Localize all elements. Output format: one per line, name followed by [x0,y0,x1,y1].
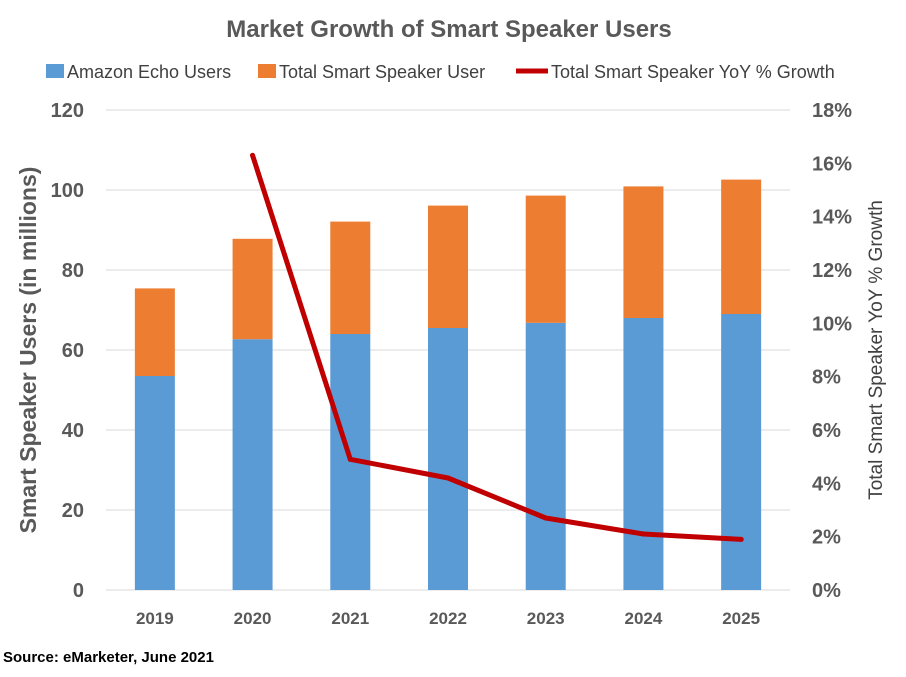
bar-total-2023 [525,195,566,323]
x-tick-label: 2022 [429,609,467,628]
y-axis-ticks: 0 20 40 60 80 100 120 [51,100,84,602]
y2-tick-label: 2% [812,527,841,549]
y-tick-label: 20 [62,500,84,522]
y2-axis-label: Total Smart Speaker YoY % Growth [866,200,887,500]
y-tick-label: 100 [51,180,84,202]
legend-label-echo: Amazon Echo Users [67,62,231,82]
x-axis-ticks: 2019 2020 2021 2022 2023 2024 2025 [136,609,760,628]
bar-total-2024 [623,186,664,318]
y2-tick-label: 14% [812,207,852,229]
chart-title: Market Growth of Smart Speaker Users [226,16,672,43]
bar-total-2020 [232,238,273,340]
y2-axis-ticks: 0% 2% 4% 6% 8% 10% 12% 14% 16% 18% [812,100,852,602]
growth-line [250,152,744,542]
y2-tick-label: 8% [812,367,841,389]
legend-label-total: Total Smart Speaker User [279,62,485,82]
y-tick-label: 60 [62,340,84,362]
growth-point-2024 [640,531,646,537]
legend-swatch-total [258,64,276,78]
x-tick-label: 2023 [527,609,565,628]
y2-tick-label: 0% [812,580,841,602]
growth-point-2021 [347,456,353,462]
y-tick-label: 0 [73,580,84,602]
growth-point-2020 [250,152,256,158]
y2-tick-label: 12% [812,260,852,282]
y-tick-label: 120 [51,100,84,122]
bars [134,179,762,590]
bar-total-2025 [721,179,762,314]
y2-tick-label: 18% [812,100,852,122]
bar-echo-2020 [232,339,273,590]
bar-total-2022 [428,205,468,328]
y-tick-label: 40 [62,420,84,442]
x-tick-label: 2024 [625,609,663,628]
growth-line-path [250,152,744,542]
bar-echo-2025 [721,314,762,590]
legend-swatch-echo [46,64,64,78]
growth-point-2025 [738,536,744,542]
bar-echo-2023 [525,322,566,590]
y-tick-label: 80 [62,260,84,282]
x-tick-label: 2019 [136,609,174,628]
bar-echo-2024 [623,318,664,590]
bar-echo-2022 [428,328,468,590]
source-note: Source: eMarketer, June 2021 [3,649,214,666]
y2-tick-label: 16% [812,153,852,175]
bar-total-2021 [330,221,371,334]
y-axis-label: Smart Speaker Users (in millions) [15,167,41,534]
x-tick-label: 2021 [331,609,369,628]
legend: Amazon Echo Users Total Smart Speaker Us… [46,62,835,82]
bar-total-2019 [134,288,175,376]
growth-point-2022 [445,475,451,481]
x-tick-label: 2025 [722,609,760,628]
bar-echo-2019 [134,376,175,590]
y2-tick-label: 6% [812,420,841,442]
y2-tick-label: 10% [812,313,852,335]
x-tick-label: 2020 [234,609,272,628]
growth-point-2023 [543,515,549,521]
y2-tick-label: 4% [812,473,841,495]
legend-label-growth: Total Smart Speaker YoY % Growth [551,62,835,82]
